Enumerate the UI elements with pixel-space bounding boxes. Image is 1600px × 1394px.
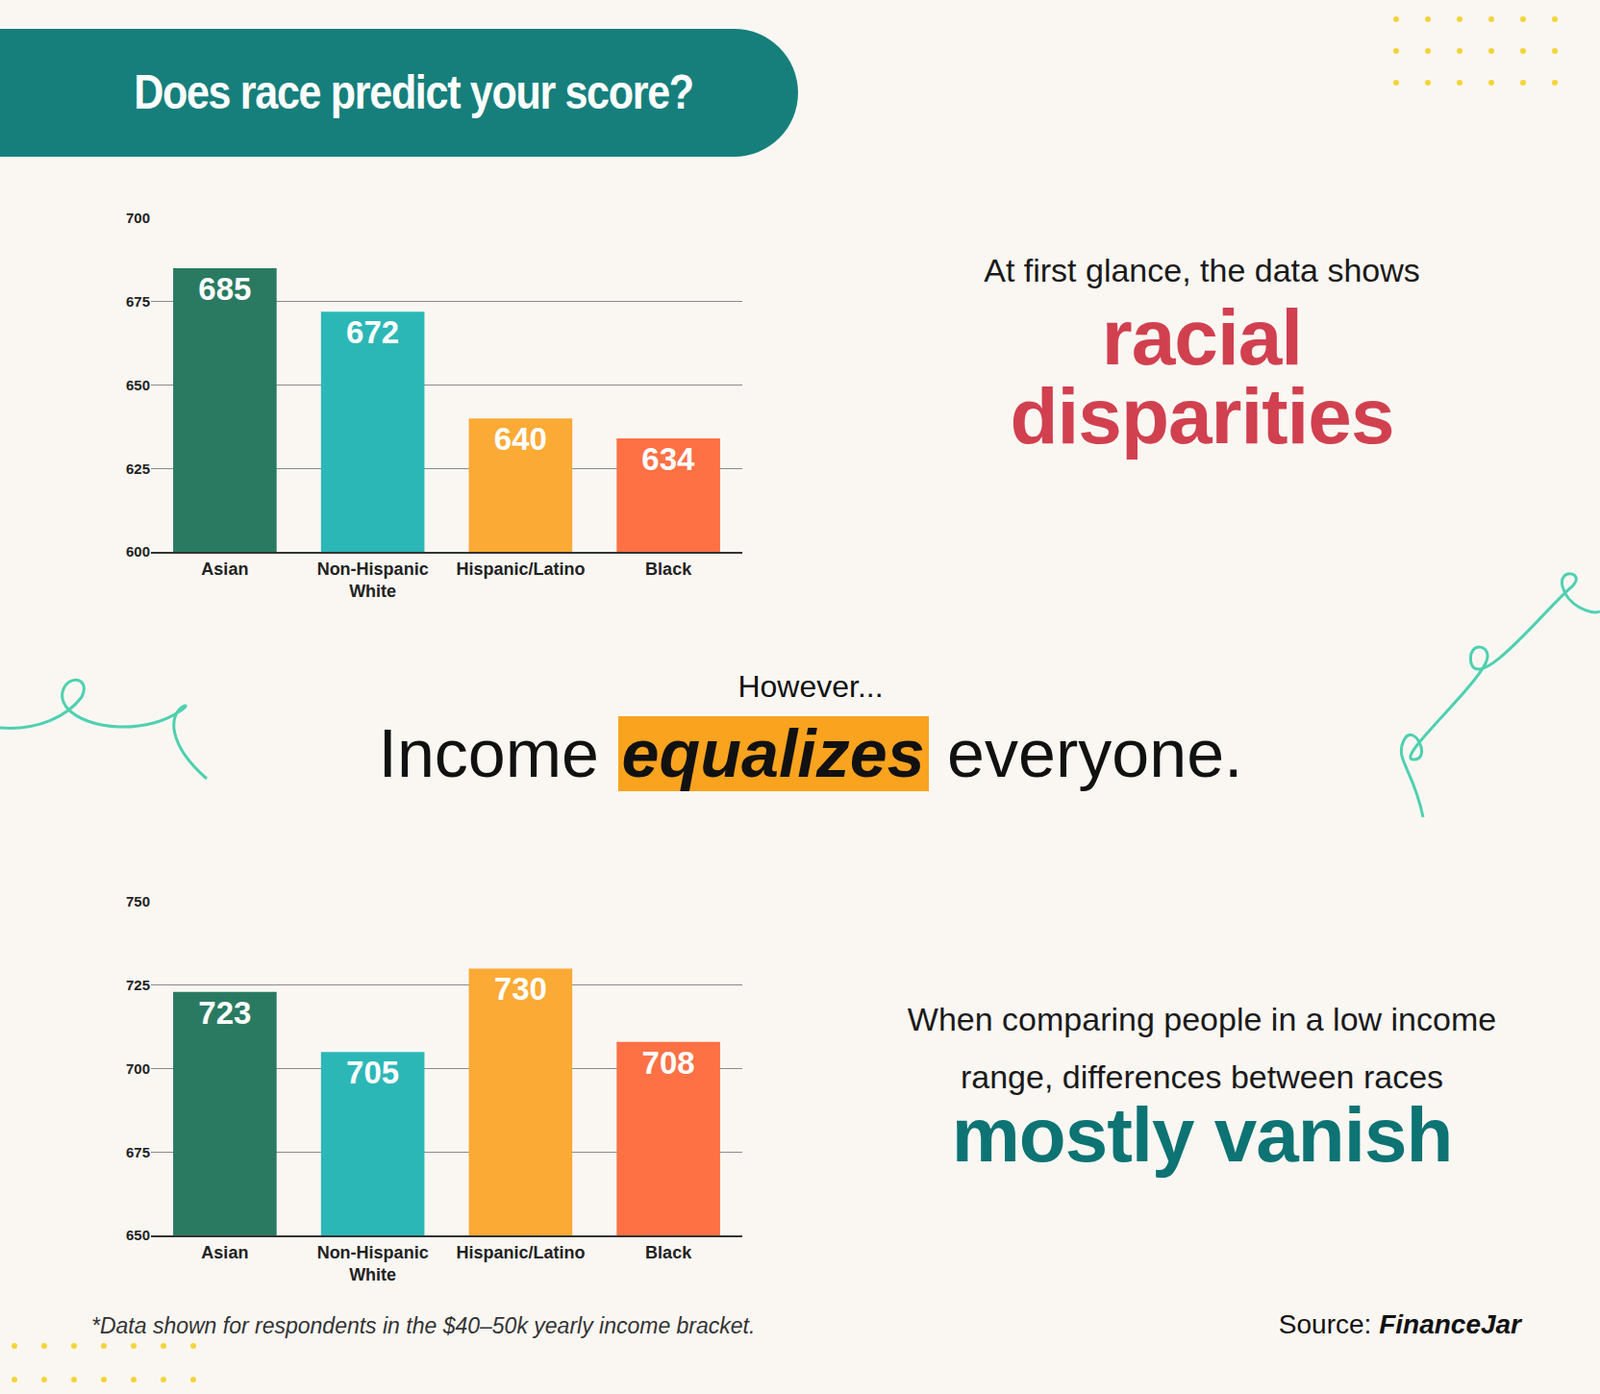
svg-text:708: 708 bbox=[642, 1045, 696, 1081]
svg-text:Black: Black bbox=[645, 559, 693, 579]
svg-text:Black: Black bbox=[645, 1243, 693, 1263]
html-text:However...: However... bbox=[737, 669, 884, 704]
svg-text:750: 750 bbox=[125, 893, 150, 910]
svg-text:725: 725 bbox=[125, 976, 150, 994]
svg-text:700: 700 bbox=[125, 209, 150, 226]
html-text:disparities: disparities bbox=[1010, 372, 1394, 460]
svg-text:675: 675 bbox=[125, 293, 150, 310]
html-text:racial: racial bbox=[1101, 293, 1303, 381]
svg-text:730: 730 bbox=[494, 971, 548, 1007]
svg-text:Non-HispanicWhite: Non-HispanicWhite bbox=[317, 1243, 429, 1285]
svg-text:723: 723 bbox=[198, 995, 251, 1031]
html-text:*Data shown for respondents in: *Data shown for respondents in the $40–5… bbox=[91, 1313, 756, 1339]
html-text:Source: FinanceJar: Source: FinanceJar bbox=[1278, 1309, 1522, 1340]
svg-text:640: 640 bbox=[494, 421, 548, 457]
svg-text:Asian: Asian bbox=[200, 1243, 249, 1263]
svg-text:650: 650 bbox=[125, 1226, 150, 1244]
html-text:At first glance, the data show: At first glance, the data shows bbox=[983, 251, 1420, 289]
html-text:range, differences between rac: range, differences between races bbox=[960, 1058, 1444, 1096]
svg-text:675: 675 bbox=[125, 1144, 150, 1161]
svg-text:685: 685 bbox=[198, 271, 251, 307]
svg-text:600: 600 bbox=[125, 543, 150, 560]
svg-text:Hispanic/Latino: Hispanic/Latino bbox=[455, 1243, 585, 1263]
html-text:mostly vanish: mostly vanish bbox=[951, 1092, 1453, 1178]
svg-text:634: 634 bbox=[641, 441, 696, 477]
svg-text:625: 625 bbox=[125, 460, 150, 477]
svg-text:Non-HispanicWhite: Non-HispanicWhite bbox=[317, 559, 429, 601]
svg-text:650: 650 bbox=[125, 376, 150, 394]
svg-text:Hispanic/Latino: Hispanic/Latino bbox=[455, 559, 585, 579]
svg-text:672: 672 bbox=[346, 314, 400, 350]
svg-text:Asian: Asian bbox=[200, 559, 249, 579]
html-text:When comparing people in a low: When comparing people in a low income bbox=[907, 1000, 1497, 1038]
svg-text:700: 700 bbox=[125, 1060, 150, 1077]
html-text:Income equalizes everyone.: Income equalizes everyone. bbox=[378, 716, 1243, 792]
svg-text:705: 705 bbox=[346, 1054, 400, 1091]
html-text:Does race predict your score?: Does race predict your score? bbox=[133, 65, 694, 120]
